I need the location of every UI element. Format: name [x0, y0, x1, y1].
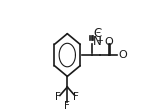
- Text: O: O: [104, 37, 113, 47]
- Text: C: C: [93, 27, 102, 40]
- Text: +: +: [96, 36, 103, 45]
- Text: –: –: [96, 27, 101, 37]
- Text: F: F: [55, 92, 61, 102]
- Text: F: F: [64, 101, 70, 111]
- Text: F: F: [73, 92, 79, 102]
- Text: N: N: [93, 35, 102, 48]
- Text: O: O: [118, 50, 127, 60]
